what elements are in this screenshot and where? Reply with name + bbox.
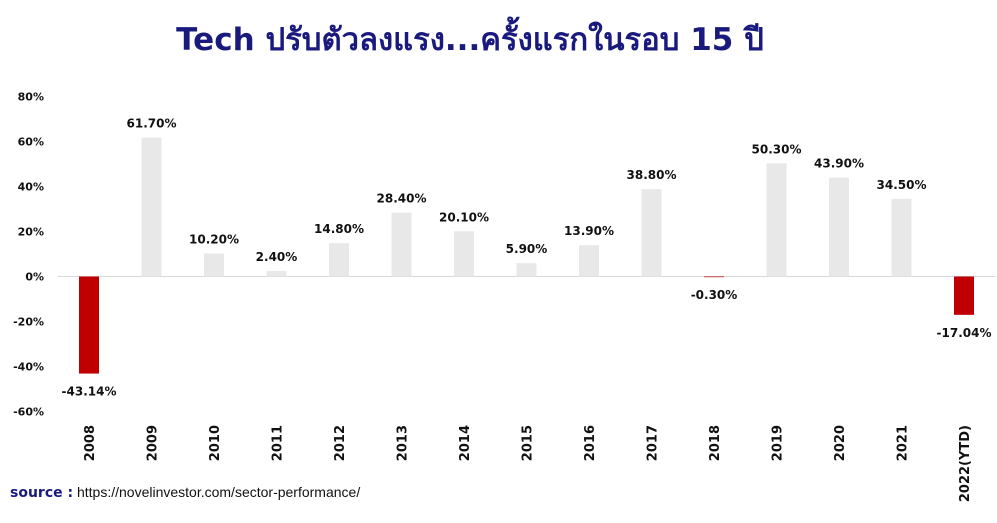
y-tick-label: -40% (13, 361, 44, 374)
y-tick-label: 40% (18, 181, 44, 194)
x-tick-label: 2011 (271, 425, 286, 461)
source-label: source : (10, 485, 74, 501)
data-label: 28.40% (377, 192, 427, 206)
data-label: 10.20% (189, 233, 239, 247)
y-tick-label: 0% (25, 271, 44, 284)
bar (954, 276, 974, 315)
x-tick-label: 2012 (333, 425, 348, 461)
bar (454, 231, 474, 277)
bar (204, 253, 224, 277)
bar (79, 276, 99, 374)
y-tick-label: -20% (13, 316, 44, 329)
data-label: -17.04% (937, 326, 992, 340)
data-label: 34.50% (877, 178, 927, 192)
x-tick-label: 2018 (708, 425, 723, 461)
bar (891, 198, 912, 277)
x-tick-label: 2020 (833, 425, 848, 461)
y-tick-label: 20% (18, 226, 44, 239)
bar (141, 137, 162, 277)
bar (516, 263, 537, 277)
y-tick-label: -60% (13, 406, 44, 419)
x-tick-label: 2009 (146, 425, 161, 461)
x-tick-label: 2015 (521, 425, 536, 461)
y-tick-label: 60% (18, 136, 44, 149)
data-label: -43.14% (62, 385, 117, 399)
bar (391, 212, 412, 277)
data-label: 2.40% (256, 250, 298, 264)
data-label: 61.70% (127, 117, 177, 131)
y-tick-label: 80% (18, 91, 44, 104)
x-tick-label: 2021 (896, 425, 911, 461)
bar (329, 243, 349, 277)
x-tick-label: 2008 (83, 425, 98, 461)
bar (704, 276, 724, 278)
data-label: -0.30% (691, 288, 738, 302)
bar (641, 189, 662, 277)
x-tick-label: 2016 (583, 425, 598, 461)
bar (766, 163, 787, 277)
chart-title: Tech ปรับตัวลงแรง...ครั้งแรกในรอบ 15 ปี (176, 22, 764, 58)
data-label: 13.90% (564, 224, 614, 238)
data-label: 38.80% (627, 168, 677, 182)
data-label: 43.90% (814, 157, 864, 171)
bar (266, 271, 287, 277)
x-tick-label: 2014 (458, 425, 473, 461)
x-tick-label: 2010 (208, 425, 223, 461)
data-label: 5.90% (506, 242, 548, 256)
data-label: 14.80% (314, 222, 364, 236)
data-label: 20.10% (439, 210, 489, 224)
source-note: source : https://novelinvestor.com/secto… (10, 484, 360, 501)
source-link[interactable]: https://novelinvestor.com/sector-perform… (76, 484, 361, 500)
x-tick-label: 2019 (771, 425, 786, 461)
x-tick-label: 2022(YTD) (958, 425, 973, 502)
bar (829, 177, 849, 277)
x-tick-label: 2017 (646, 425, 661, 461)
bar (579, 245, 599, 277)
x-tick-label: 2013 (396, 425, 411, 461)
data-label: 50.30% (752, 142, 802, 156)
